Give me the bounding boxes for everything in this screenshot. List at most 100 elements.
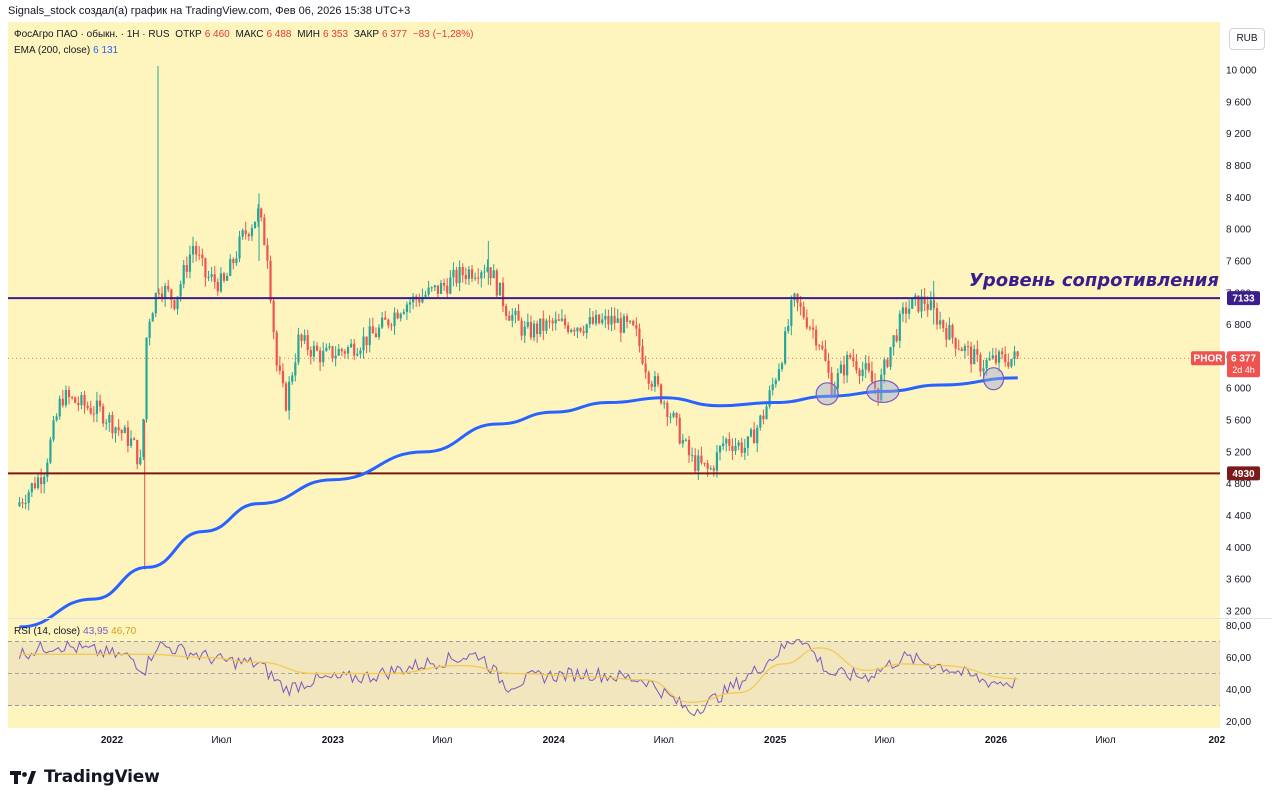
time-tick-label: 2024 xyxy=(543,735,566,746)
candle-body xyxy=(908,308,911,314)
candle-body xyxy=(827,360,830,373)
time-tick-label: Июл xyxy=(875,735,895,746)
candle-body xyxy=(458,267,461,284)
candle-body xyxy=(424,294,427,297)
candle-body xyxy=(40,477,43,485)
candle-body xyxy=(687,439,691,456)
candle-body xyxy=(396,312,399,319)
candle-body xyxy=(700,455,703,463)
candle-body xyxy=(136,439,139,465)
candle-body xyxy=(201,254,204,259)
candle-body xyxy=(120,430,123,434)
candle-body xyxy=(204,258,207,278)
candle-body xyxy=(939,320,942,325)
ticker-badge-bg xyxy=(1191,351,1225,366)
candle-body xyxy=(495,270,498,296)
candle-body xyxy=(669,416,672,418)
candle-body xyxy=(635,325,638,329)
candle-body xyxy=(362,336,365,351)
price-tick-label: 10 000 xyxy=(1226,66,1257,77)
candle-body xyxy=(102,406,105,424)
candle-body xyxy=(501,282,505,307)
candle-body xyxy=(105,422,108,424)
low-label: МИН xyxy=(297,29,320,40)
candle-body xyxy=(384,317,387,320)
ema-legend[interactable]: EMA (200, close) 6 131 xyxy=(14,45,121,56)
candle-body xyxy=(917,295,920,312)
candle-body xyxy=(963,346,967,351)
rsi-axis[interactable]: 20,00 40,00 60,00 80,00 xyxy=(1226,621,1251,728)
price-tick-label: 4 800 xyxy=(1226,479,1251,490)
candle-body xyxy=(269,260,272,301)
candle-body xyxy=(359,350,362,354)
candle-body xyxy=(660,384,663,404)
candle-body xyxy=(740,442,743,453)
time-axis-background xyxy=(8,728,1272,750)
candle-body xyxy=(994,355,998,363)
candle-body xyxy=(567,325,570,332)
candle-body xyxy=(64,390,68,406)
candle-body xyxy=(505,306,508,316)
candle-body xyxy=(536,323,539,334)
candle-body xyxy=(811,327,815,330)
candle-body xyxy=(942,320,945,329)
candle-body xyxy=(675,412,678,418)
rsi-legend[interactable]: RSI (14, close) 43,95 46,70 xyxy=(14,626,139,637)
rsi-value: 43,95 xyxy=(83,626,109,637)
candle-body xyxy=(213,274,216,282)
ema-touch-marker xyxy=(866,379,900,404)
candle-body xyxy=(722,443,725,447)
rsi-label[interactable]: RSI (14, close) xyxy=(14,626,81,637)
candle-body xyxy=(405,304,409,313)
candle-body xyxy=(266,245,269,261)
candle-body xyxy=(474,277,477,279)
candle-body xyxy=(210,274,213,277)
candle-body xyxy=(452,269,455,278)
candle-body xyxy=(880,374,883,401)
price-chart[interactable]: 3 200 3 600 4 000 4 400 4 800 5 200 5 600 6 000… xyxy=(8,22,1272,750)
chart-frame[interactable]: 3 200 3 600 4 000 4 400 4 800 5 200 5 600 6 000… xyxy=(8,22,1272,750)
time-tick-label: 202 xyxy=(1209,735,1226,746)
candle-body xyxy=(185,265,188,272)
candle-body xyxy=(678,417,681,444)
candle-body xyxy=(867,363,870,371)
candle-body xyxy=(579,327,582,332)
candle-body xyxy=(284,383,288,411)
candle-body xyxy=(1016,351,1019,357)
candle-body xyxy=(114,427,117,434)
candle-body xyxy=(542,318,545,331)
candle-body xyxy=(312,345,316,357)
candle-body xyxy=(477,277,480,279)
candle-body xyxy=(532,323,536,338)
candle-body xyxy=(427,287,430,295)
ema-label[interactable]: EMA (200, close) xyxy=(14,45,91,56)
candle-body xyxy=(145,337,148,420)
price-tick-label: 5 600 xyxy=(1226,416,1251,427)
candle-body xyxy=(982,368,985,372)
candle-body xyxy=(489,267,492,279)
candle-body xyxy=(570,329,573,332)
time-axis[interactable]: 2022 Июл 2023 Июл 2024 Июл 2025 Июл 2026 Июл 202 xyxy=(101,735,1226,746)
candle-body xyxy=(926,303,929,310)
price-tick-label: 6 800 xyxy=(1226,320,1251,331)
candle-body xyxy=(842,364,846,376)
candle-body xyxy=(253,221,257,229)
candle-body xyxy=(86,405,89,408)
resistance-badge: 7133 xyxy=(1232,294,1255,305)
candle-body xyxy=(408,302,412,305)
candle-body xyxy=(1010,358,1013,367)
candle-body xyxy=(706,463,709,469)
candle-body xyxy=(1004,354,1007,363)
candle-body xyxy=(337,349,340,356)
symbol-name[interactable]: ФосАгро ПАО · обыкн. · 1Н · RUS xyxy=(14,29,170,40)
currency-button[interactable]: RUB xyxy=(1229,28,1265,50)
low-value: 6 353 xyxy=(323,29,349,40)
candle-body xyxy=(911,298,914,309)
candle-body xyxy=(808,327,812,329)
candle-body xyxy=(855,361,858,371)
candle-body xyxy=(777,369,781,381)
candle-body xyxy=(241,230,244,237)
candle-body xyxy=(353,343,356,356)
candle-body xyxy=(523,326,526,336)
symbol-legend[interactable]: ФосАгро ПАО · обыкн. · 1Н · RUS ОТКР 6 46… xyxy=(14,29,476,40)
